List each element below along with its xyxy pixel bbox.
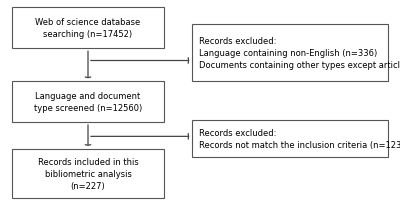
Bar	[192, 24, 388, 82]
Bar	[192, 120, 388, 157]
Text: Records excluded:
Language containing non-English (n=336)
Documents containing o: Records excluded: Language containing no…	[199, 37, 400, 69]
Text: Web of science database
searching (n=17452): Web of science database searching (n=174…	[35, 18, 141, 39]
Bar	[12, 149, 164, 198]
Text: Records excluded:
Records not match the inclusion criteria (n=12333): Records excluded: Records not match the …	[199, 128, 400, 149]
Bar	[12, 8, 164, 49]
Text: Records included in this
bibliometric analysis
(n=227): Records included in this bibliometric an…	[38, 157, 138, 190]
Text: Language and document
type screened (n=12560): Language and document type screened (n=1…	[34, 92, 142, 112]
Bar	[12, 82, 164, 122]
